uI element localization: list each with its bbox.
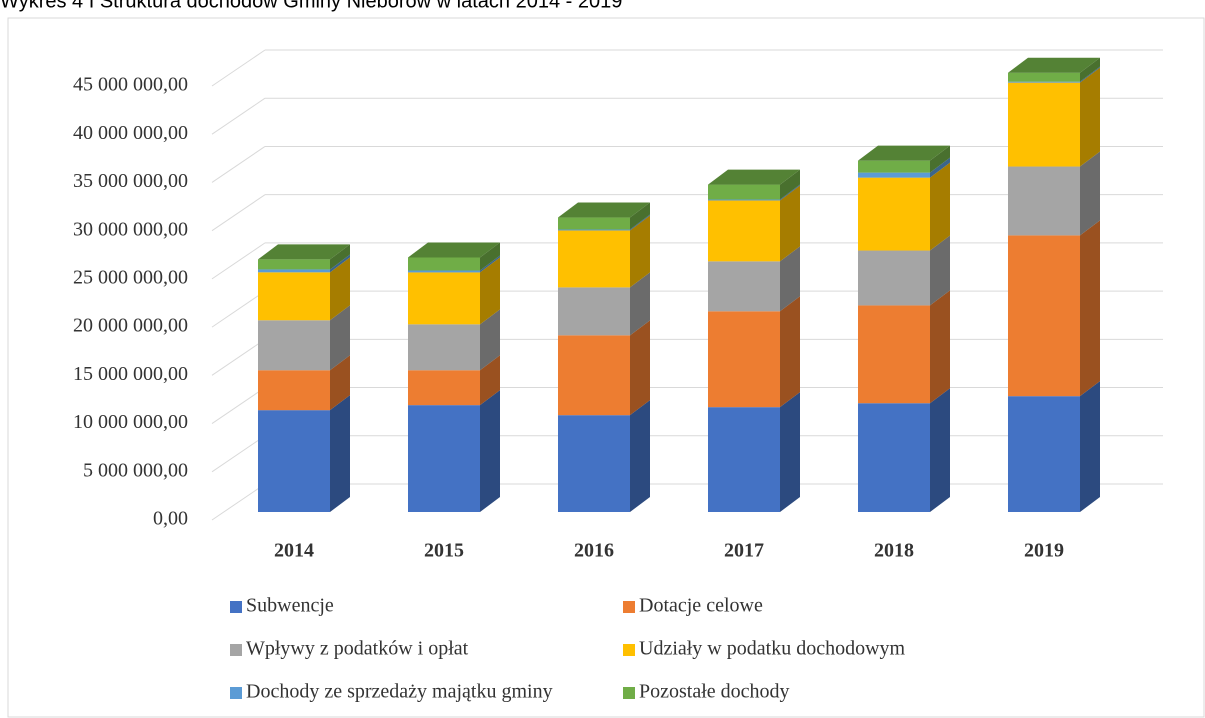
bar [1008, 167, 1080, 236]
y-tick-label: 20 000 000,00 [73, 315, 188, 337]
bar [1008, 396, 1080, 512]
grid-line [212, 195, 265, 231]
bar [708, 407, 780, 512]
y-tick-label: 0,00 [153, 508, 188, 530]
bar [258, 320, 330, 370]
x-tick-label: 2019 [1024, 540, 1064, 562]
legend-label: Pozostałe dochody [639, 681, 790, 703]
y-tick-label: 15 000 000,00 [73, 363, 188, 385]
bar [408, 271, 480, 273]
chart: Wykres 4 I Struktura dochodów Gminy Nieb… [0, 0, 1205, 718]
bar [708, 261, 780, 311]
y-tick-label: 35 000 000,00 [73, 170, 188, 192]
bar [858, 403, 930, 512]
bar [1008, 235, 1080, 396]
bar [708, 185, 780, 200]
bar-side [930, 163, 950, 251]
bar-side [780, 392, 800, 512]
x-tick-label: 2018 [874, 540, 914, 562]
bar [558, 230, 630, 287]
legend-label: Udziały w podatku dochodowym [639, 638, 906, 660]
bar [858, 251, 930, 306]
bar [708, 311, 780, 407]
bar-side [1080, 68, 1100, 167]
y-tick-label: 25 000 000,00 [73, 266, 188, 288]
legend-swatch [230, 687, 242, 699]
bar-side [480, 390, 500, 512]
x-tick-label: 2015 [424, 540, 464, 562]
bar-side [1080, 381, 1100, 512]
bar [558, 218, 630, 230]
bar [408, 324, 480, 370]
y-tick-label: 40 000 000,00 [73, 122, 188, 144]
bar [858, 173, 930, 178]
legend-label: Wpływy z podatków i opłat [246, 638, 469, 660]
legend-label: Dochody ze sprzedaży majątku gminy [246, 681, 553, 703]
bar [408, 257, 480, 270]
bar [858, 178, 930, 251]
grid-line [212, 146, 265, 182]
bar-side [930, 290, 950, 403]
x-tick-label: 2017 [724, 540, 764, 562]
bar [1008, 83, 1080, 167]
grid-line [212, 436, 265, 472]
y-tick-label: 5 000 000,00 [83, 459, 188, 481]
bar [858, 161, 930, 173]
page: {"chart_data": {"type": "stacked-bar-3d"… [0, 0, 1205, 718]
y-tick-label: 45 000 000,00 [73, 74, 188, 96]
bar-side [630, 400, 650, 512]
bar [258, 259, 330, 269]
legend-label: Dotacje celowe [639, 595, 763, 617]
bar-side [930, 388, 950, 512]
bar [558, 335, 630, 415]
x-tick-label: 2016 [574, 540, 614, 562]
grid-line [212, 291, 265, 327]
bar [558, 230, 630, 231]
bar [708, 200, 780, 261]
grid-line [212, 339, 265, 375]
grid-line [212, 388, 265, 424]
chart-title: Wykres 4 I Struktura dochodów Gminy Nieb… [0, 0, 622, 12]
legend-swatch [230, 601, 242, 613]
bar [408, 405, 480, 512]
x-tick-label: 2014 [274, 540, 314, 562]
bar [708, 200, 780, 201]
bar-side [330, 395, 350, 512]
grid-line [212, 243, 265, 279]
bar [1008, 82, 1080, 83]
bar [408, 370, 480, 405]
legend-label: Subwencje [246, 595, 334, 617]
bar [258, 272, 330, 320]
bar-side [1080, 220, 1100, 396]
y-tick-label: 10 000 000,00 [73, 411, 188, 433]
bar [408, 272, 480, 324]
bar [1008, 73, 1080, 82]
bar-side [630, 320, 650, 415]
legend-swatch [623, 644, 635, 656]
legend-swatch [623, 601, 635, 613]
legend-swatch [623, 687, 635, 699]
grid-line [212, 50, 265, 86]
bar-side [780, 296, 800, 407]
bar [258, 269, 330, 272]
grid-line [212, 98, 265, 134]
y-tick-label: 30 000 000,00 [73, 218, 188, 240]
bar [258, 370, 330, 410]
grid-line [212, 484, 265, 520]
bar [558, 415, 630, 512]
bar [558, 287, 630, 335]
legend-swatch [230, 644, 242, 656]
bar [858, 305, 930, 403]
bar [258, 410, 330, 512]
